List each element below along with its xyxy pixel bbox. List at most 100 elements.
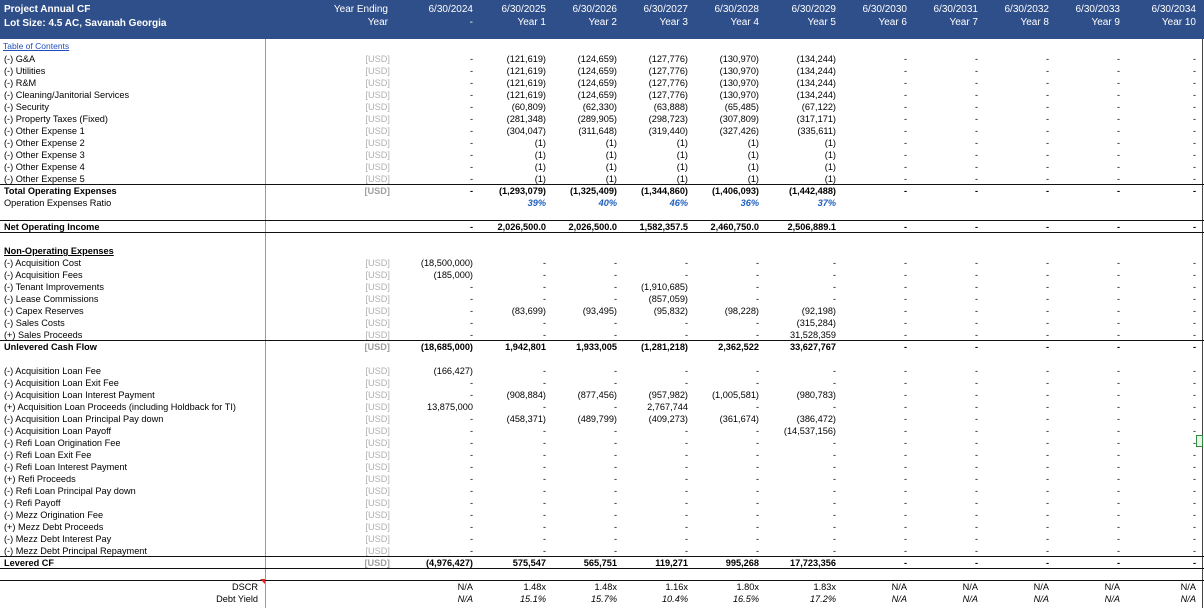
row-label[interactable]: Total Operating Expenses (4, 186, 117, 196)
unit-cell[interactable]: [USD] (365, 174, 390, 184)
value-cell[interactable]: (386,472) (796, 414, 836, 424)
value-cell[interactable]: - (903, 438, 907, 448)
value-cell[interactable]: - (974, 414, 978, 424)
unit-cell[interactable]: [USD] (365, 294, 390, 304)
value-cell[interactable]: - (542, 366, 546, 376)
value-cell[interactable]: - (1192, 78, 1196, 88)
value-cell[interactable]: 39% (527, 198, 546, 208)
unit-cell[interactable]: [USD] (364, 558, 390, 568)
value-cell[interactable]: - (974, 402, 978, 412)
value-cell[interactable]: - (903, 186, 907, 196)
value-cell[interactable]: - (903, 270, 907, 280)
value-cell[interactable]: - (469, 318, 473, 328)
row-label[interactable]: (-) Mezz Debt Interest Pay (4, 534, 112, 544)
unit-cell[interactable]: [USD] (365, 306, 390, 316)
value-cell[interactable]: - (974, 486, 978, 496)
value-cell[interactable]: - (542, 402, 546, 412)
value-cell[interactable]: - (469, 126, 473, 136)
value-cell[interactable]: N/A (1033, 594, 1049, 604)
value-cell[interactable]: 1,933,005 (576, 342, 617, 352)
value-cell[interactable]: - (1192, 102, 1196, 112)
unit-cell[interactable]: [USD] (365, 318, 390, 328)
value-cell[interactable]: N/A (1104, 582, 1120, 592)
value-cell[interactable]: - (1192, 474, 1196, 484)
unit-cell[interactable] (328, 221, 390, 233)
value-cell[interactable]: - (1192, 330, 1196, 340)
value-cell[interactable]: - (1045, 294, 1049, 304)
row-label[interactable]: (-) Acquisition Loan Fee (4, 366, 102, 376)
table-of-contents-link[interactable]: Table of Contents (3, 41, 70, 51)
value-cell[interactable]: - (1045, 426, 1049, 436)
value-cell[interactable]: - (542, 330, 546, 340)
value-cell[interactable]: - (903, 546, 907, 556)
value-cell[interactable]: - (1045, 126, 1049, 136)
value-cell[interactable]: (1) (676, 150, 688, 160)
unit-cell[interactable]: [USD] (365, 546, 390, 556)
value-cell[interactable]: - (1045, 54, 1049, 64)
value-cell[interactable]: 13,875,000 (427, 402, 473, 412)
value-cell[interactable]: - (469, 486, 473, 496)
value-cell[interactable]: (317,171) (796, 114, 836, 124)
value-cell[interactable]: - (469, 102, 473, 112)
value-cell[interactable]: - (903, 282, 907, 292)
value-cell[interactable]: (127,776) (648, 78, 688, 88)
value-cell[interactable]: - (832, 546, 836, 556)
value-cell[interactable]: 995,268 (725, 558, 759, 568)
row-label[interactable]: (+) Sales Proceeds (4, 330, 83, 340)
value-cell[interactable]: - (903, 426, 907, 436)
value-cell[interactable]: - (903, 102, 907, 112)
value-cell[interactable]: - (1116, 318, 1120, 328)
value-cell[interactable]: (166,427) (433, 366, 473, 376)
value-cell[interactable]: - (1116, 438, 1120, 448)
value-cell[interactable]: - (832, 402, 836, 412)
value-cell[interactable]: - (1116, 282, 1120, 292)
row-label[interactable]: (-) Property Taxes (Fixed) (4, 114, 108, 124)
value-cell[interactable]: - (832, 438, 836, 448)
row-label[interactable]: DSCR (231, 582, 258, 592)
row-label[interactable]: (-) Refi Loan Interest Payment (4, 462, 128, 472)
value-cell[interactable]: - (469, 174, 473, 184)
value-cell[interactable]: - (1116, 462, 1120, 472)
cell-selection-marker[interactable] (1196, 435, 1203, 447)
value-cell[interactable]: - (903, 366, 907, 376)
value-cell[interactable]: (980,783) (796, 390, 836, 400)
value-cell[interactable]: N/A (962, 594, 978, 604)
value-cell[interactable]: - (1192, 342, 1196, 352)
row-label[interactable]: (-) Mezz Origination Fee (4, 510, 104, 520)
value-cell[interactable]: (127,776) (648, 66, 688, 76)
value-cell[interactable] (758, 245, 836, 257)
value-cell[interactable]: (83,699) (511, 306, 546, 316)
unit-cell[interactable]: [USD] (365, 102, 390, 112)
value-cell[interactable]: (1) (676, 162, 688, 172)
value-cell[interactable]: - (1116, 546, 1120, 556)
value-cell[interactable]: - (1192, 498, 1196, 508)
value-cell[interactable]: - (1045, 282, 1049, 292)
value-cell[interactable]: N/A (891, 582, 907, 592)
value-cell[interactable]: - (469, 294, 473, 304)
value-cell[interactable]: 1.16x (665, 582, 688, 592)
value-cell[interactable]: - (974, 426, 978, 436)
row-label[interactable]: (-) Acquisition Loan Principal Pay down (4, 414, 164, 424)
value-cell[interactable]: - (469, 546, 473, 556)
value-cell[interactable]: - (832, 450, 836, 460)
value-cell[interactable]: N/A (457, 594, 473, 604)
value-cell[interactable]: (18,685,000) (420, 342, 473, 352)
value-cell[interactable]: - (903, 390, 907, 400)
row-label[interactable]: Net Operating Income (4, 222, 100, 232)
value-cell[interactable]: - (755, 318, 759, 328)
value-cell[interactable]: - (1192, 414, 1196, 424)
value-cell[interactable]: - (1045, 114, 1049, 124)
value-cell[interactable]: - (1045, 78, 1049, 88)
value-cell[interactable]: - (974, 150, 978, 160)
value-cell[interactable]: (92,198) (801, 306, 836, 316)
value-cell[interactable]: (311,648) (578, 126, 617, 136)
value-cell[interactable]: - (1045, 162, 1049, 172)
value-cell[interactable]: 2,460,750.0 (710, 222, 759, 232)
value-cell[interactable]: 2,767,744 (647, 402, 688, 412)
value-cell[interactable]: - (684, 522, 688, 532)
value-cell[interactable]: (4,976,427) (426, 558, 473, 568)
value-cell[interactable]: - (832, 294, 836, 304)
value-cell[interactable]: (124,659) (577, 54, 617, 64)
value-cell[interactable]: 17.2% (809, 594, 836, 604)
row-label[interactable]: Non-Operating Expenses (4, 246, 114, 256)
